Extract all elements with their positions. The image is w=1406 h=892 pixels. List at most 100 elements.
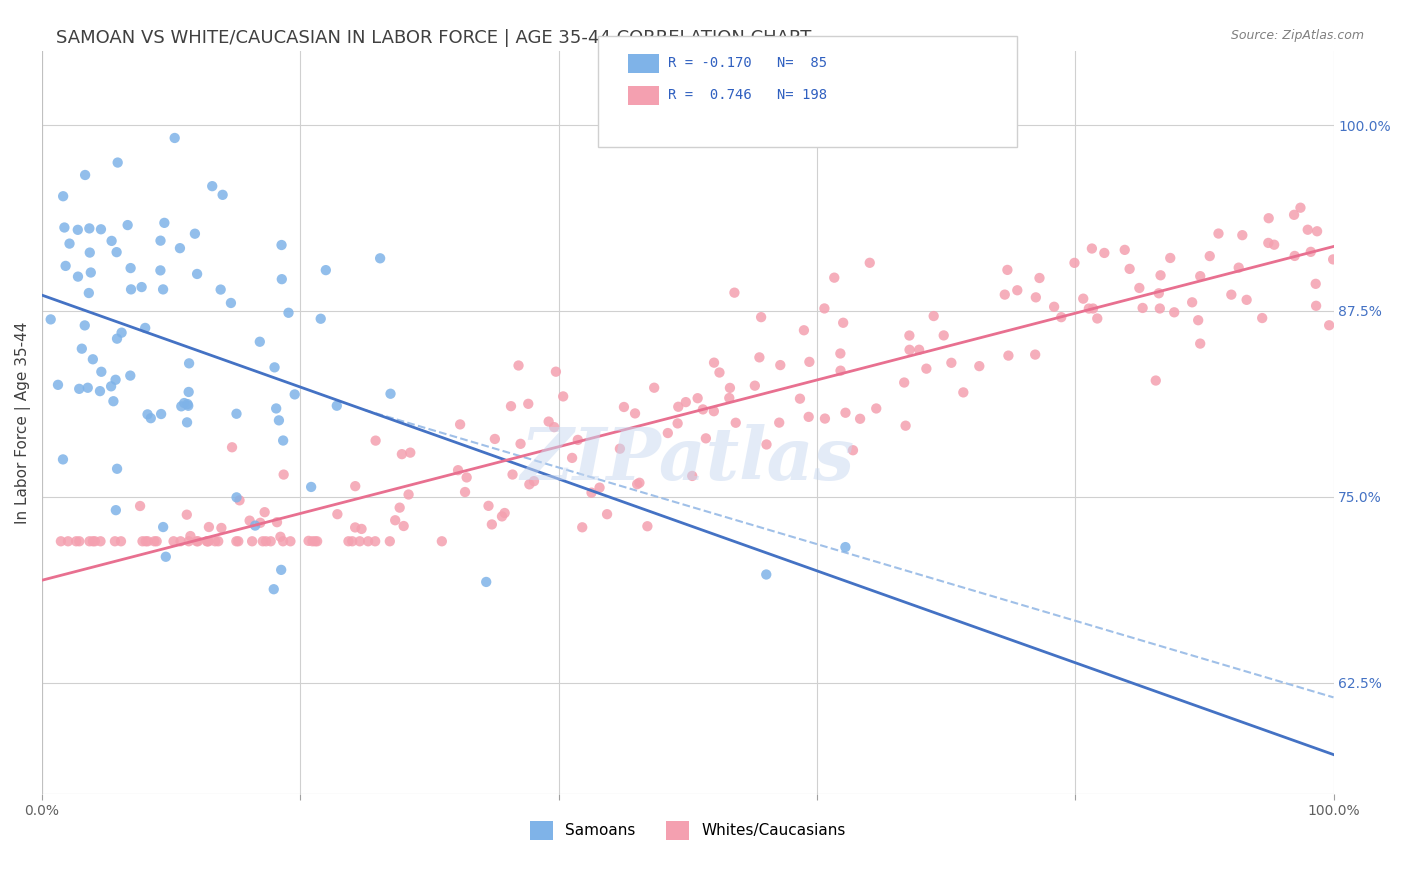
Point (177, 384, 200, 399)
Point (1159, 251, 1181, 265)
Point (252, 534, 274, 549)
Point (304, 534, 326, 549)
Point (277, 306, 299, 320)
Point (399, 445, 422, 459)
Point (865, 401, 887, 416)
Point (110, 326, 132, 340)
Point (609, 442, 631, 456)
Point (842, 443, 865, 458)
Point (149, 234, 172, 248)
Point (135, 534, 157, 549)
Point (299, 480, 322, 494)
Point (100, 234, 122, 248)
Point (456, 470, 478, 484)
Point (326, 507, 349, 521)
Point (830, 364, 852, 378)
Point (922, 309, 945, 323)
Point (1128, 281, 1150, 295)
Point (79, 534, 101, 549)
Point (73, 318, 96, 333)
Point (176, 508, 198, 522)
Point (391, 447, 413, 461)
Point (553, 389, 575, 403)
Point (1118, 261, 1140, 276)
Point (1071, 292, 1094, 306)
Point (1050, 310, 1073, 325)
Point (90, 222, 112, 236)
Point (326, 399, 349, 413)
Point (253, 505, 276, 519)
Point (744, 378, 766, 392)
Point (209, 283, 232, 297)
Point (187, 534, 209, 549)
Point (723, 285, 745, 300)
Point (657, 425, 679, 440)
Point (643, 381, 665, 395)
Point (686, 391, 709, 405)
Point (79, 245, 101, 260)
Point (789, 392, 811, 406)
Point (703, 404, 725, 418)
Point (56, 534, 79, 549)
Point (197, 534, 219, 549)
Point (177, 534, 200, 549)
Point (544, 365, 567, 379)
Point (1132, 301, 1154, 315)
Point (120, 261, 142, 276)
Point (150, 407, 173, 421)
Point (894, 418, 917, 433)
Point (219, 296, 242, 310)
Point (163, 131, 186, 145)
Point (315, 263, 337, 277)
Point (39, 312, 62, 326)
Point (145, 534, 167, 549)
Text: R = -0.170   N=  85: R = -0.170 N= 85 (668, 56, 827, 70)
Point (52, 189, 75, 203)
Point (82, 534, 104, 549)
Point (581, 485, 603, 500)
Point (1305, 299, 1327, 313)
Point (628, 475, 651, 490)
Point (271, 434, 294, 448)
Point (239, 514, 262, 528)
Point (104, 534, 127, 549)
Point (941, 356, 963, 370)
Point (204, 534, 226, 549)
Point (1296, 223, 1319, 237)
Point (267, 413, 290, 427)
Point (368, 252, 391, 266)
Text: SAMOAN VS WHITE/CAUCASIAN IN LABOR FORCE | AGE 35-44 CORRELATION CHART: SAMOAN VS WHITE/CAUCASIAN IN LABOR FORCE… (56, 29, 811, 46)
Point (284, 387, 307, 401)
Point (830, 346, 852, 360)
Point (1147, 286, 1170, 301)
Point (1092, 246, 1115, 260)
Y-axis label: In Labor Force | Age 35-44: In Labor Force | Age 35-44 (15, 321, 31, 524)
Point (813, 301, 835, 316)
Point (80, 266, 103, 280)
Point (681, 469, 703, 483)
Point (793, 323, 815, 337)
Point (596, 507, 619, 521)
Point (136, 408, 159, 422)
Point (75, 168, 97, 182)
Point (254, 534, 277, 549)
Point (120, 282, 142, 296)
Point (388, 500, 411, 515)
Point (269, 530, 291, 544)
Point (337, 534, 360, 549)
Point (177, 356, 200, 370)
Point (898, 328, 921, 343)
Point (398, 487, 420, 501)
Point (1189, 269, 1212, 284)
Point (77, 285, 100, 300)
Point (79, 221, 101, 235)
Point (567, 433, 589, 447)
Point (509, 437, 531, 451)
Point (117, 218, 139, 232)
Point (104, 503, 127, 517)
Point (207, 534, 229, 549)
Text: Source: ZipAtlas.com: Source: ZipAtlas.com (1230, 29, 1364, 42)
Point (184, 227, 207, 241)
Point (139, 411, 162, 425)
Point (1198, 249, 1220, 263)
